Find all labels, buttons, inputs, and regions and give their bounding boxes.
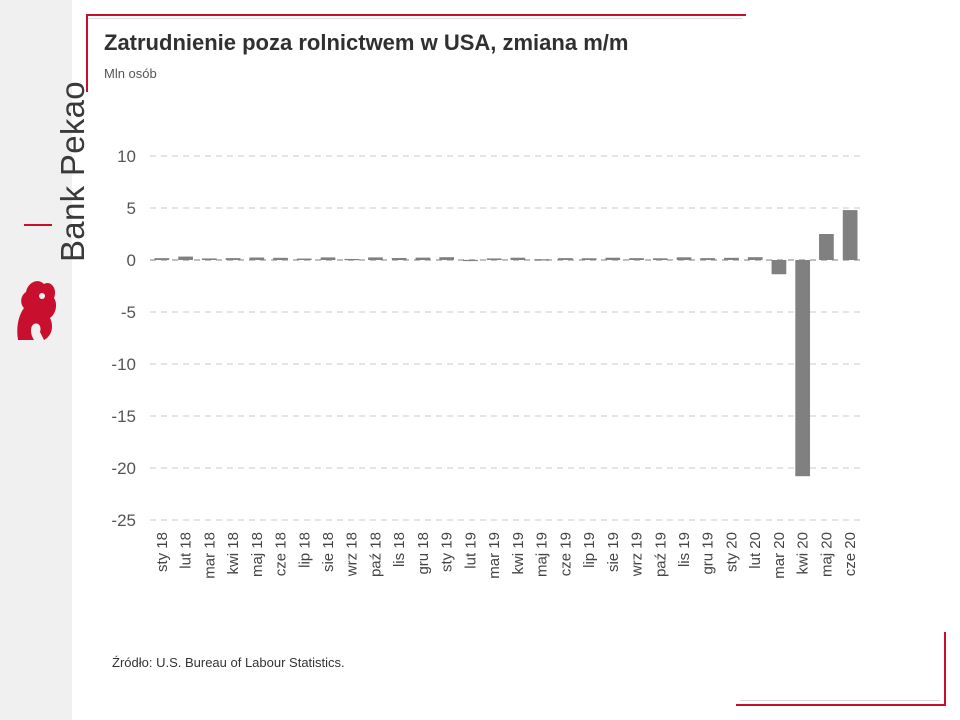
frame-left-line <box>86 14 88 92</box>
bar <box>629 258 644 260</box>
y-tick-label: -10 <box>111 355 136 374</box>
bar <box>747 257 763 260</box>
x-tick-label: kwi 20 <box>795 532 812 575</box>
y-tick-label: 10 <box>117 147 136 166</box>
bar <box>201 258 217 260</box>
chart-subtitle: Mln osób <box>104 66 157 81</box>
x-tick-label: lut 19 <box>462 532 479 569</box>
x-tick-label: sty 19 <box>439 532 456 572</box>
x-tick-label: lut 20 <box>747 532 764 569</box>
bar <box>700 258 716 260</box>
x-tick-label: gru 19 <box>700 532 717 575</box>
frame-top-line <box>86 14 746 16</box>
pekao-bison-icon <box>17 281 57 340</box>
bar <box>320 257 336 260</box>
x-tick-label: mar 19 <box>486 532 503 579</box>
bar <box>178 256 193 260</box>
y-tick-label: 5 <box>127 199 136 218</box>
bar <box>344 258 360 261</box>
bar <box>391 258 407 260</box>
x-tick-label: gru 18 <box>415 532 432 575</box>
source-note: Źródło: U.S. Bureau of Labour Statistics… <box>112 655 345 670</box>
y-tick-label: -15 <box>111 407 136 426</box>
frame-bottom-shadow <box>740 700 940 701</box>
y-tick-label: -20 <box>111 459 136 478</box>
bar <box>676 257 692 260</box>
bar <box>439 257 455 260</box>
bar <box>273 257 288 260</box>
x-tick-label: maj 19 <box>534 532 551 577</box>
x-tick-label: cze 20 <box>842 532 859 576</box>
y-tick-label: -5 <box>121 303 136 322</box>
bar <box>486 258 502 260</box>
x-tick-label: sty 18 <box>154 532 171 572</box>
x-tick-label: sie 18 <box>320 532 337 572</box>
x-tick-label: maj 18 <box>249 532 266 577</box>
frame-top-shadow <box>88 18 742 19</box>
bar <box>368 257 383 260</box>
frame-bottom-line <box>736 704 946 706</box>
x-tick-label: kwi 18 <box>225 532 242 575</box>
bar <box>510 257 526 260</box>
brand-separator <box>24 224 52 226</box>
x-tick-label: cze 19 <box>557 532 574 576</box>
sidebar: Bank Pekao <box>0 0 91 720</box>
x-tick-label: lis 19 <box>676 532 693 567</box>
x-tick-label: lip 18 <box>296 532 313 568</box>
bar <box>771 260 787 275</box>
bar <box>842 210 858 260</box>
x-tick-label: lis 18 <box>391 532 408 567</box>
y-tick-label: 0 <box>127 251 136 270</box>
x-tick-label: lip 19 <box>581 532 598 568</box>
x-tick-label: maj 20 <box>818 532 835 577</box>
x-tick-label: kwi 19 <box>510 532 527 575</box>
x-tick-label: mar 18 <box>201 532 218 579</box>
bar <box>795 260 811 477</box>
bar <box>724 257 739 260</box>
x-tick-label: paź 19 <box>652 532 669 577</box>
y-tick-label: -25 <box>111 511 136 530</box>
bar <box>415 257 431 260</box>
bar <box>581 258 597 260</box>
x-tick-label: sie 19 <box>605 532 622 572</box>
bar <box>463 259 478 262</box>
bar <box>154 258 170 260</box>
x-tick-label: sty 20 <box>723 532 740 572</box>
frame-right-line <box>944 632 946 706</box>
bar <box>534 259 549 261</box>
bar <box>225 258 241 260</box>
x-tick-label: wrz 19 <box>629 532 646 577</box>
bar <box>819 234 834 260</box>
x-tick-label: cze 18 <box>273 532 290 576</box>
brand-logo: Bank Pekao <box>14 30 91 340</box>
x-tick-label: wrz 18 <box>344 532 361 577</box>
x-tick-label: lut 18 <box>178 532 195 569</box>
chart-title: Zatrudnienie poza rolnictwem w USA, zmia… <box>104 30 629 55</box>
x-tick-label: paź 18 <box>367 532 384 577</box>
x-tick-label: mar 20 <box>771 532 788 579</box>
bar <box>605 257 621 260</box>
bar <box>557 258 573 260</box>
bar <box>249 257 265 260</box>
bar <box>296 258 312 260</box>
bar <box>652 258 668 260</box>
